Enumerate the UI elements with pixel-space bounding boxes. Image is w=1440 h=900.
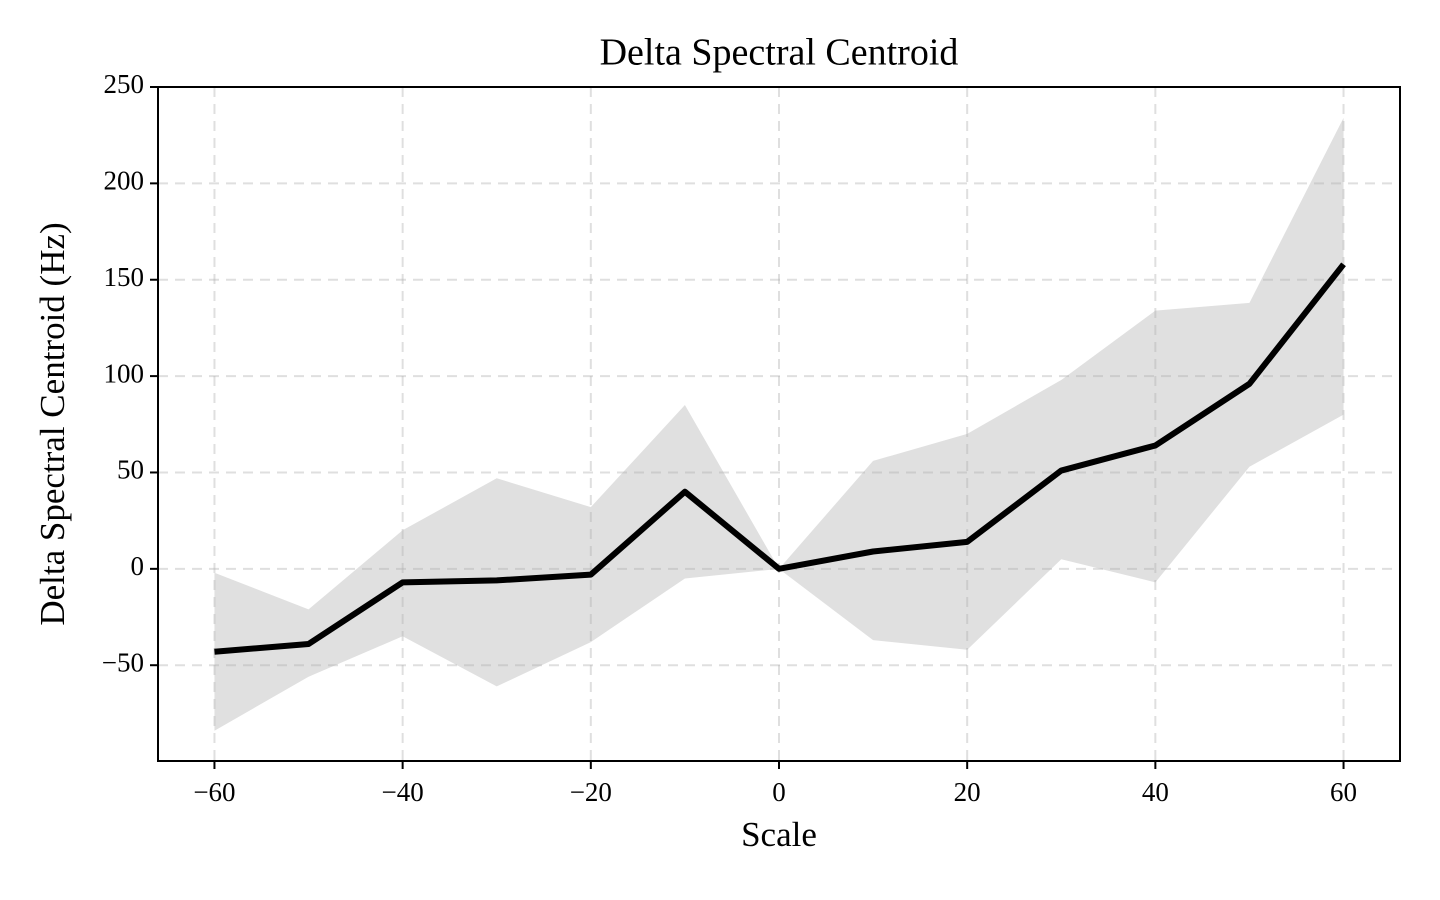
y-tick-label: −50 bbox=[102, 647, 144, 677]
y-tick-label: 50 bbox=[117, 455, 144, 485]
x-tick-label: 60 bbox=[1330, 777, 1357, 807]
y-axis-label: Delta Spectral Centroid (Hz) bbox=[33, 222, 72, 625]
line bbox=[214, 262, 1346, 655]
y-tick-label: 0 bbox=[131, 551, 145, 581]
x-tick-label: −60 bbox=[193, 777, 235, 807]
x-axis-label: Scale bbox=[741, 815, 817, 854]
y-tick-label: 100 bbox=[104, 358, 145, 388]
x-tick-label: −40 bbox=[382, 777, 424, 807]
y-tick-label: 250 bbox=[104, 69, 145, 99]
x-tick-label: 20 bbox=[954, 777, 981, 807]
plot-frame bbox=[157, 86, 1401, 762]
chart-title: Delta Spectral Centroid bbox=[600, 32, 959, 74]
x-tick-label: 40 bbox=[1142, 777, 1169, 807]
x-tick-label: −20 bbox=[570, 777, 612, 807]
x-tick-label: 0 bbox=[772, 777, 786, 807]
y-tick-label: 200 bbox=[104, 166, 145, 196]
y-tick-label: 150 bbox=[104, 262, 145, 292]
